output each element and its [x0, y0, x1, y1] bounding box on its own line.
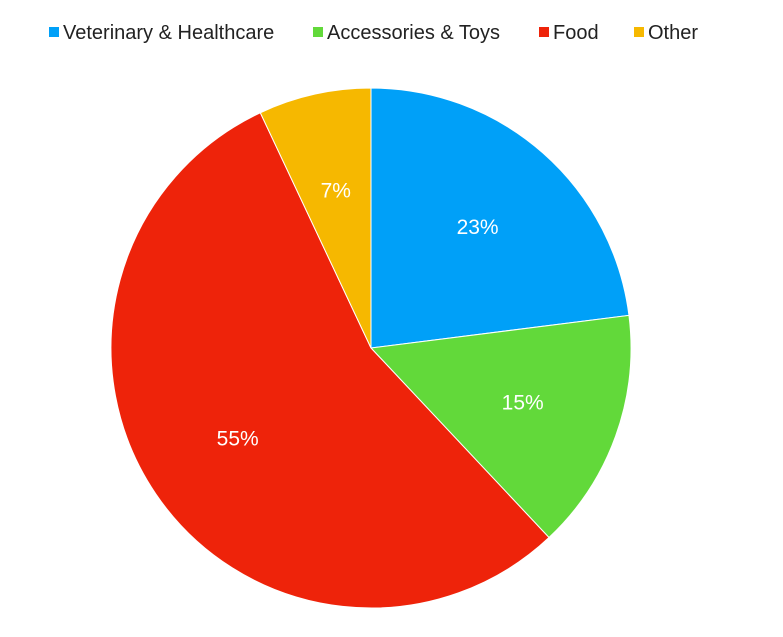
pie-slice-accessories-and-toys	[369, 314, 632, 539]
legend-swatch-accessories-and-toys	[313, 27, 323, 37]
legend-label-other: Other	[648, 22, 698, 44]
legend-item-veterinary-and-healthcare: Veterinary & Healthcare	[49, 22, 274, 44]
legend-item-accessories-and-toys: Accessories & Toys	[313, 22, 500, 44]
legend-label-accessories-and-toys: Accessories & Toys	[327, 22, 500, 44]
slice-label-veterinary-and-healthcare: 23%	[457, 216, 499, 239]
pie-slice-food	[110, 112, 550, 609]
legend-label-food: Food	[553, 22, 599, 44]
legend-swatch-veterinary-and-healthcare	[49, 27, 59, 37]
slice-label-other: 7%	[321, 180, 351, 203]
pie-slices	[110, 87, 632, 609]
legend-label-veterinary-and-healthcare: Veterinary & Healthcare	[63, 22, 274, 44]
chart-legend: Veterinary & Healthcare Accessories & Toy…	[49, 22, 698, 44]
legend-item-food: Food	[539, 22, 599, 44]
legend-swatch-food	[539, 27, 549, 37]
pie-slice-veterinary-and-healthcare	[370, 87, 630, 349]
pie-slice-other	[259, 87, 372, 349]
slice-label-food: 55%	[217, 428, 259, 451]
slice-label-accessories-and-toys: 15%	[502, 392, 544, 415]
legend-item-other: Other	[634, 22, 698, 44]
legend-swatch-other	[634, 27, 644, 37]
pie-slice-labels: 23% 15% 55% 7%	[217, 180, 544, 451]
